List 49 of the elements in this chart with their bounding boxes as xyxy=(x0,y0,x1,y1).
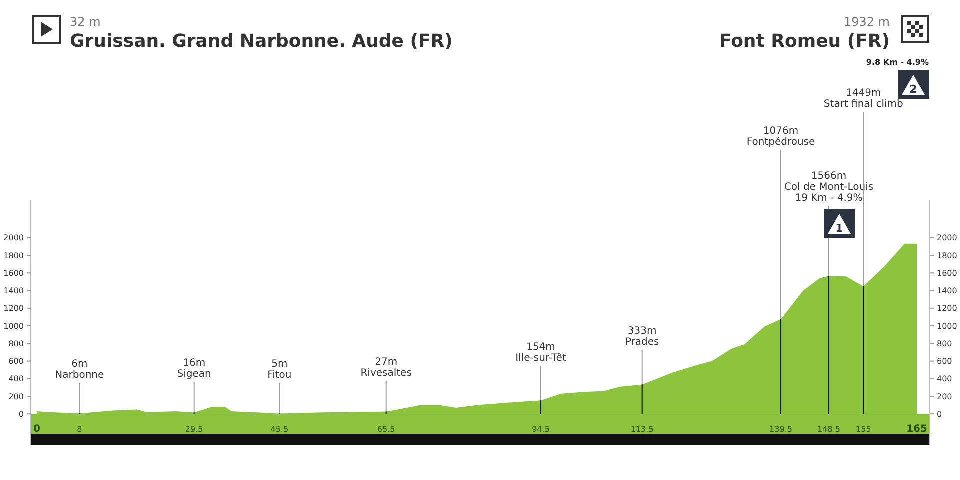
y-tick-label: 400 xyxy=(8,374,24,384)
ref-line-label: 5m Fitou xyxy=(268,359,292,381)
y2-tick-label: 400 xyxy=(937,374,952,384)
annotation: 1 xyxy=(836,222,844,235)
x-tick-label: 45.5 xyxy=(270,425,289,434)
y2-tick-label: 2000 xyxy=(937,234,958,243)
y-tick-label: 800 xyxy=(8,339,24,348)
ref-line-label: 154m Ille-sur-Têt xyxy=(516,342,566,364)
y-tick-label: 1400 xyxy=(4,286,24,296)
y-tick-label: 1200 xyxy=(4,304,24,314)
y2-tick-label: 1800 xyxy=(937,251,958,260)
y-tick-label: 0 xyxy=(18,410,24,419)
x-tick-label: 155 xyxy=(856,425,872,434)
x-tick-label: 65.5 xyxy=(377,425,396,434)
y2-tick-label: 600 xyxy=(937,357,952,366)
x-tick-label: 113.5 xyxy=(630,425,654,434)
ref-line-label: 6m Narbonne xyxy=(55,359,104,381)
x-tick-label: 0 xyxy=(34,424,41,435)
x-tick-label: 139.5 xyxy=(770,425,792,434)
text: 9.8 Km - 4.9% xyxy=(866,58,929,67)
ref-line-label: 1076m Fontpédrouse xyxy=(746,126,816,148)
y-tick-label: 1000 xyxy=(4,322,24,331)
x-tick-label: 29.5 xyxy=(185,425,204,434)
x-tick-label: 148.5 xyxy=(818,425,840,434)
chart-title: Gruissan. Grand Narbonne. Aude (FR) xyxy=(70,31,453,52)
ref-line-label: 27m Rivesaltes xyxy=(360,357,412,379)
ref-line-label: 1566m Col de Mont-Louis 19 Km - 4.9% xyxy=(784,171,874,204)
ref-line-label: 333m Prades xyxy=(625,326,660,348)
text: 1932 m xyxy=(844,15,890,29)
y2-tick-label: 200 xyxy=(937,392,952,402)
y2-tick-label: 800 xyxy=(937,339,952,348)
text: 32 m xyxy=(70,15,101,29)
x-tick-label: 8 xyxy=(77,425,82,434)
text: 2 xyxy=(910,83,918,96)
y2-tick-label: 1200 xyxy=(937,304,958,314)
y-tick-label: 1600 xyxy=(4,268,24,278)
y2-tick-label: 1600 xyxy=(937,268,958,278)
y2-tick-label: 1400 xyxy=(937,286,958,296)
x-tick-label: 165 xyxy=(906,424,928,435)
chart-subtitle: Font Romeu (FR) xyxy=(720,31,890,52)
y2-tick-label: 0 xyxy=(937,410,942,419)
y-tick-label: 200 xyxy=(8,392,24,402)
x-tick-label: 94.5 xyxy=(532,425,550,434)
y-tick-label: 2000 xyxy=(4,234,24,243)
ref-line-label: 1449m Start final climb xyxy=(824,88,904,110)
y-tick-label: 600 xyxy=(8,357,24,366)
ref-line-label: 16m Sigean xyxy=(177,358,212,380)
y2-tick-label: 1000 xyxy=(937,322,958,331)
y-tick-label: 1800 xyxy=(4,251,24,260)
